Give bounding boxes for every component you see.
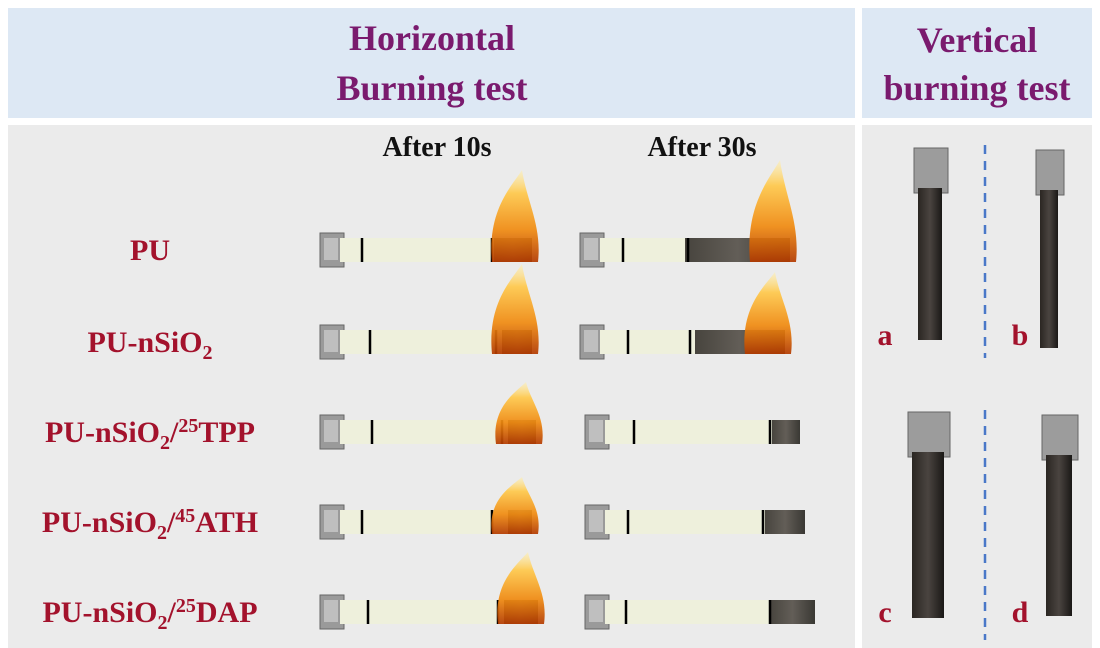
foil-shine	[324, 330, 338, 352]
header-left-bg	[8, 8, 855, 118]
label-part: /	[167, 596, 177, 629]
label-part: PU-nSiO	[42, 506, 157, 539]
char-strip	[918, 188, 942, 340]
label-part: PU-nSiO	[87, 326, 202, 359]
header-right-bg	[862, 8, 1092, 118]
foil-shine	[589, 510, 603, 532]
sample-label: PU-nSiO2/25DAP	[42, 595, 257, 634]
column-label: After 10s	[382, 132, 491, 163]
foil-shine	[584, 330, 598, 352]
foil	[913, 147, 949, 194]
label-part: PU	[130, 234, 170, 267]
foil-shine	[324, 600, 338, 622]
foil-shine	[584, 238, 598, 260]
sample-label: PU-nSiO2/25TPP	[45, 415, 255, 454]
label-part: PU-nSiO	[45, 416, 160, 449]
label-part: 45	[175, 505, 195, 527]
label-part: 2	[160, 432, 170, 454]
header-title: Vertical	[917, 20, 1038, 60]
label-part: ATH	[195, 506, 258, 539]
foil	[1035, 149, 1065, 196]
flame	[491, 477, 539, 534]
label-part: 2	[157, 522, 167, 544]
panel-left-bg	[8, 125, 855, 648]
panel-letter: b	[1012, 319, 1029, 352]
flame	[749, 160, 797, 262]
foil	[1041, 414, 1079, 461]
sample-label: PU-nSiO2	[87, 326, 212, 364]
foil-shine	[324, 510, 338, 532]
header-title: burning test	[883, 68, 1070, 108]
foil	[907, 411, 951, 458]
header-title: Burning test	[336, 68, 527, 108]
label-part: /	[166, 506, 176, 539]
char	[772, 420, 800, 444]
foil-shine	[589, 600, 603, 622]
panel-letter: d	[1012, 596, 1029, 629]
label-part: /	[169, 416, 179, 449]
flame	[744, 272, 792, 354]
sample-label: PU-nSiO2/45ATH	[42, 505, 258, 544]
panel-letter: c	[878, 596, 891, 629]
label-part: TPP	[198, 416, 255, 449]
foil-shine	[324, 238, 338, 260]
foil-shine	[324, 420, 338, 442]
label-part: 2	[158, 612, 168, 634]
char	[765, 510, 805, 534]
label-part: PU-nSiO	[42, 596, 157, 629]
char	[770, 600, 815, 624]
flame	[491, 264, 539, 354]
foil-shine	[589, 420, 603, 442]
column-label: After 30s	[647, 132, 756, 163]
header-title: Horizontal	[349, 18, 515, 58]
flame	[491, 170, 539, 262]
char-strip	[1046, 455, 1072, 616]
sample-label: PU	[130, 234, 170, 267]
panel-letter: a	[878, 319, 893, 352]
specimen	[605, 420, 800, 444]
flame	[495, 382, 543, 444]
flame	[497, 552, 545, 624]
label-part: DAP	[196, 596, 258, 629]
char-strip	[912, 452, 944, 618]
label-part: 25	[178, 415, 198, 437]
label-part: 25	[176, 595, 196, 617]
char-strip	[1040, 190, 1058, 348]
label-part: 2	[203, 342, 213, 364]
